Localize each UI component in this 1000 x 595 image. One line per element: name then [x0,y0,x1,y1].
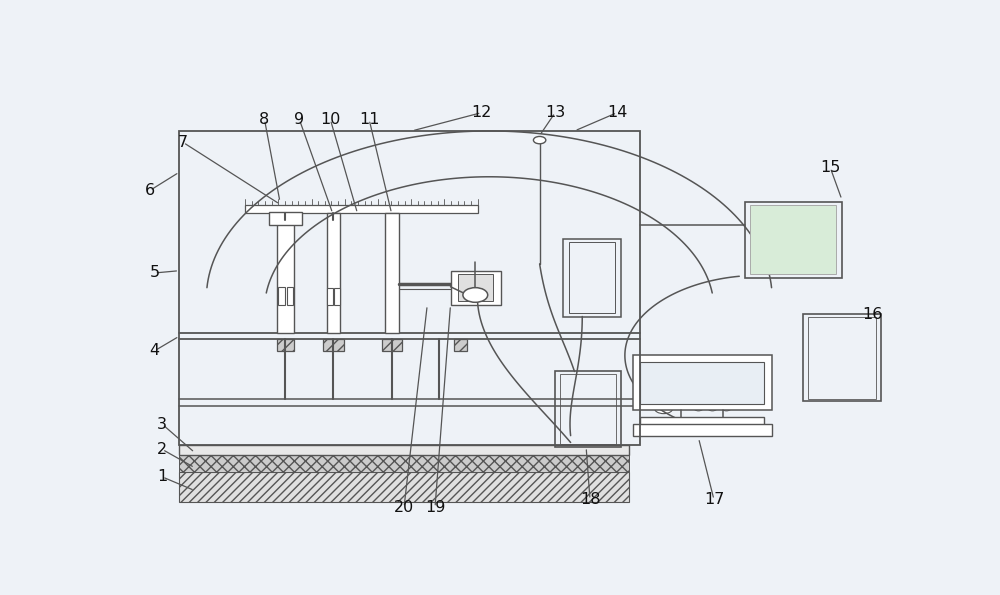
Bar [458,274,493,302]
Text: 3: 3 [157,416,167,432]
Bar [454,339,467,351]
Bar [334,287,340,305]
Circle shape [708,405,717,411]
Text: 19: 19 [425,500,445,515]
Bar [640,417,764,427]
Bar [323,339,344,351]
Text: 14: 14 [607,105,627,120]
Text: 11: 11 [359,112,379,127]
Bar [563,239,621,317]
Bar [277,339,294,351]
Bar [640,362,764,403]
Bar [382,339,402,351]
Circle shape [533,136,546,144]
Text: 2: 2 [157,442,167,457]
Text: 20: 20 [394,500,414,515]
Bar [326,214,340,333]
Bar [633,424,772,436]
Bar [179,445,629,455]
Text: 7: 7 [178,135,188,150]
Text: 17: 17 [704,492,724,508]
Bar [277,214,294,333]
Text: 18: 18 [580,492,600,508]
Text: 10: 10 [320,112,341,127]
Text: 4: 4 [149,343,160,358]
Bar [560,374,616,444]
Text: 16: 16 [863,306,883,322]
Bar [569,242,615,313]
Bar [278,287,285,305]
Bar [803,314,881,401]
Bar [179,472,629,502]
Bar [745,202,842,277]
Circle shape [694,405,703,411]
Bar [287,287,293,305]
Text: 5: 5 [149,265,160,280]
Circle shape [654,403,673,414]
Text: 8: 8 [259,112,270,127]
Bar [555,371,621,447]
Text: 12: 12 [471,105,492,120]
Bar [385,214,399,333]
Text: 13: 13 [545,105,565,120]
Bar [633,355,772,411]
Text: 15: 15 [820,160,840,175]
Bar [750,205,836,274]
Bar [327,287,333,305]
Text: 6: 6 [145,183,155,198]
Circle shape [463,287,488,302]
Text: 9: 9 [294,112,304,127]
Bar [179,131,640,445]
Text: 1: 1 [157,469,167,484]
Bar [451,271,501,305]
Bar [245,205,478,214]
Circle shape [722,405,731,411]
Bar [179,455,629,472]
Bar [808,317,876,399]
Bar [269,212,302,225]
